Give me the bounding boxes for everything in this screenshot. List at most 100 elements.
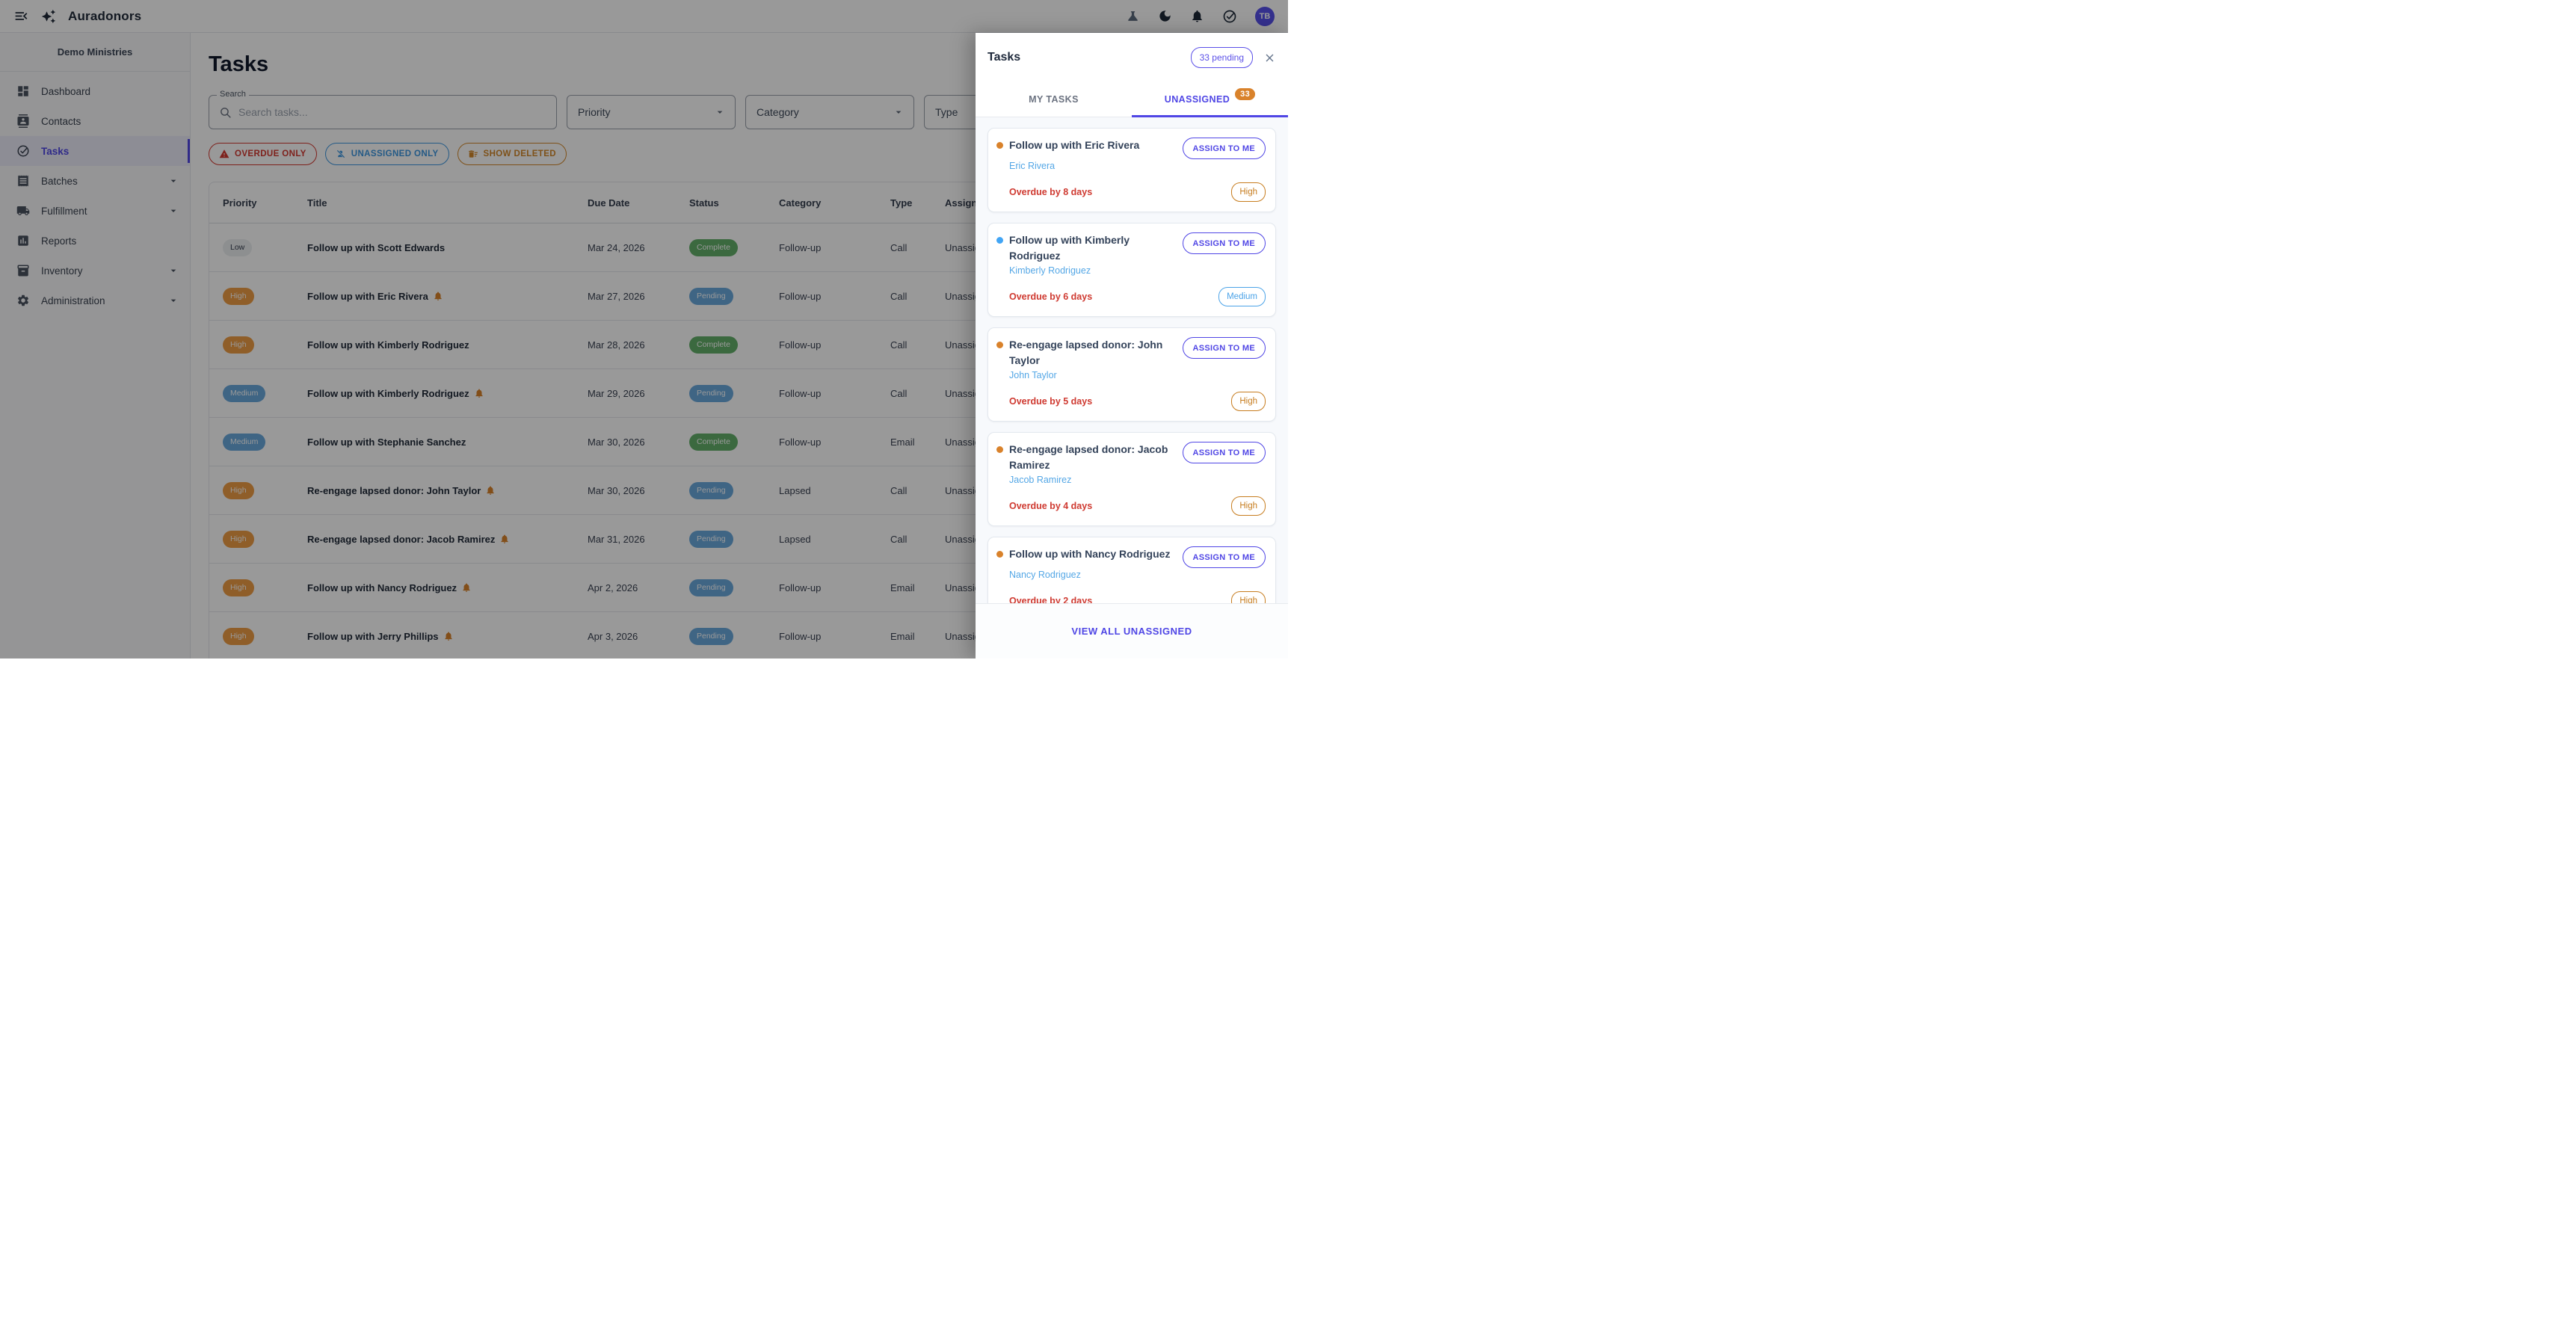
search-field-label: Search	[217, 90, 249, 99]
close-icon[interactable]	[1263, 52, 1276, 64]
assign-to-me-button[interactable]: ASSIGN TO ME	[1182, 138, 1266, 159]
sidebar-item-administration[interactable]: Administration	[0, 286, 190, 315]
contact-link[interactable]: Eric Rivera	[1009, 161, 1056, 171]
reminder-bell-icon	[443, 631, 454, 641]
tasks-icon	[17, 145, 29, 157]
priority-outline-chip: High	[1231, 392, 1266, 411]
assign-to-me-button[interactable]: ASSIGN TO ME	[1182, 232, 1266, 254]
status-chip: Pending	[689, 287, 733, 305]
sidebar-item-contacts[interactable]: Contacts	[0, 106, 190, 136]
task-card: Re-engage lapsed donor: John Taylor ASSI…	[987, 327, 1276, 422]
assign-to-me-button[interactable]: ASSIGN TO ME	[1182, 442, 1266, 463]
user-avatar[interactable]: TB	[1255, 6, 1275, 26]
status-chip: Pending	[689, 384, 733, 402]
assign-to-me-button[interactable]: ASSIGN TO ME	[1182, 337, 1266, 359]
contact-link[interactable]: Kimberly Rodriguez	[1009, 265, 1091, 276]
quick-filter-chips: OVERDUE ONLY UNASSIGNED ONLY SHOW DELETE…	[209, 143, 1288, 165]
organization-name: Demo Ministries	[0, 33, 190, 72]
priority-chip: High	[223, 530, 254, 548]
sidebar-item-dashboard[interactable]: Dashboard	[0, 76, 190, 106]
priority-dot	[996, 342, 1003, 348]
search-input[interactable]: Search Search tasks...	[209, 90, 557, 129]
assign-to-me-button[interactable]: ASSIGN TO ME	[1182, 546, 1266, 568]
category-filter-select[interactable]: Category	[745, 95, 914, 129]
drawer-header: Tasks 33 pending	[976, 33, 1288, 82]
priority-chip: High	[223, 287, 254, 305]
table-row[interactable]: High Re-engage lapsed donor: John Taylor…	[209, 466, 1287, 515]
due-date: Mar 27, 2026	[588, 290, 645, 302]
status-chip: Complete	[689, 433, 738, 451]
labs-flask-icon[interactable]	[1126, 9, 1140, 23]
reminder-bell-icon	[433, 291, 443, 301]
tasks-check-icon[interactable]	[1222, 9, 1237, 24]
drawer-tabs: MY TASKS UNASSIGNED 33	[976, 82, 1288, 117]
search-placeholder: Search tasks...	[238, 106, 308, 118]
sidebar-item-batches[interactable]: Batches	[0, 166, 190, 196]
priority-dot	[996, 142, 1003, 149]
status-chip: Pending	[689, 530, 733, 548]
unassigned-only-chip[interactable]: UNASSIGNED ONLY	[324, 143, 449, 165]
contact-link[interactable]: Jacob Ramirez	[1009, 475, 1072, 485]
reminder-bell-icon	[474, 388, 484, 398]
unassigned-count-badge: 33	[1235, 88, 1256, 100]
sparkle-logo-icon	[41, 9, 56, 24]
contact-link[interactable]: John Taylor	[1009, 370, 1057, 380]
status-chip: Pending	[689, 579, 733, 596]
category: Follow-up	[779, 290, 822, 302]
sidebar-item-inventory[interactable]: Inventory	[0, 256, 190, 286]
notifications-bell-icon[interactable]	[1190, 9, 1204, 23]
delete-sweep-icon	[468, 150, 478, 158]
menu-open-icon[interactable]	[13, 8, 29, 24]
table-row[interactable]: High Follow up with Eric Rivera Mar 27, …	[209, 272, 1287, 321]
table-row[interactable]: Low Follow up with Scott Edwards Mar 24,…	[209, 223, 1287, 272]
tab-my-tasks[interactable]: MY TASKS	[1029, 94, 1079, 105]
overdue-only-chip[interactable]: OVERDUE ONLY	[209, 143, 317, 165]
search-icon	[221, 107, 231, 118]
dark-mode-moon-icon[interactable]	[1158, 9, 1172, 23]
table-row[interactable]: High Re-engage lapsed donor: Jacob Ramir…	[209, 515, 1287, 564]
sidebar-item-tasks[interactable]: Tasks	[0, 136, 190, 166]
task-title: Follow up with Nancy Rodriguez	[307, 582, 457, 593]
category: Follow-up	[779, 387, 822, 399]
table-header-row: Priority Title Due Date Status Category …	[209, 182, 1287, 223]
truck-icon	[16, 206, 30, 215]
due-date: Mar 29, 2026	[588, 387, 645, 399]
show-deleted-chip[interactable]: SHOW DELETED	[457, 143, 567, 165]
priority-dot	[996, 446, 1003, 453]
col-due-date: Due Date	[588, 197, 630, 209]
col-title: Title	[307, 197, 327, 209]
app-title: Auradonors	[68, 8, 142, 23]
unassigned-task-list: Follow up with Eric Rivera ASSIGN TO ME …	[976, 117, 1288, 603]
due-date: Apr 2, 2026	[588, 582, 638, 593]
due-date: Mar 24, 2026	[588, 241, 645, 253]
type: Call	[890, 241, 908, 253]
category: Lapsed	[779, 533, 811, 545]
task-title: Follow up with Eric Rivera	[307, 290, 428, 302]
sidebar: Demo Ministries Dashboard Contacts Tasks…	[0, 33, 191, 658]
task-title: Follow up with Kimberly Rodriguez	[307, 339, 469, 351]
col-priority: Priority	[223, 197, 257, 209]
tab-unassigned[interactable]: UNASSIGNED 33	[1132, 82, 1288, 117]
category: Follow-up	[779, 630, 822, 642]
view-all-unassigned-link[interactable]: VIEW ALL UNASSIGNED	[976, 603, 1288, 658]
table-row[interactable]: High Follow up with Nancy Rodriguez Apr …	[209, 564, 1287, 612]
category: Follow-up	[779, 582, 822, 593]
type: Call	[890, 533, 908, 545]
chevron-down-icon	[170, 269, 176, 272]
status-chip: Pending	[689, 481, 733, 499]
due-date: Apr 3, 2026	[588, 630, 638, 642]
task-title: Follow up with Jerry Phillips	[307, 630, 439, 642]
priority-filter-select[interactable]: Priority	[567, 95, 736, 129]
sidebar-item-fulfillment[interactable]: Fulfillment	[0, 196, 190, 226]
reminder-bell-icon	[485, 485, 496, 496]
table-row[interactable]: Medium Follow up with Stephanie Sanchez …	[209, 418, 1287, 466]
priority-outline-chip: High	[1231, 591, 1266, 603]
type: Email	[890, 630, 915, 642]
priority-chip: High	[223, 336, 254, 354]
task-title: Re-engage lapsed donor: Jacob Ramirez	[307, 533, 496, 545]
dashboard-icon	[18, 86, 28, 96]
contact-link[interactable]: Nancy Rodriguez	[1009, 570, 1081, 580]
contacts-icon	[17, 114, 29, 128]
sidebar-item-reports[interactable]: Reports	[0, 226, 190, 256]
status-chip: Complete	[689, 238, 738, 256]
